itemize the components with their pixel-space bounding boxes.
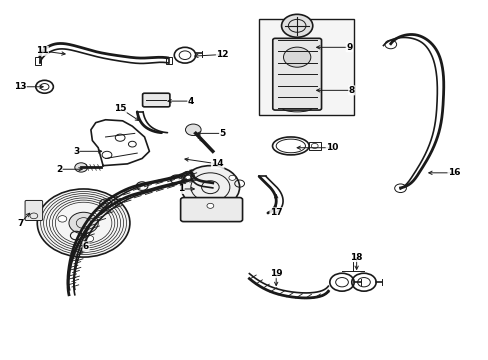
Circle shape bbox=[69, 212, 98, 234]
Circle shape bbox=[181, 166, 239, 209]
Text: 19: 19 bbox=[269, 269, 282, 278]
Text: 1: 1 bbox=[178, 184, 184, 193]
Circle shape bbox=[281, 14, 312, 37]
Circle shape bbox=[37, 189, 130, 257]
Bar bbox=[308, 142, 321, 149]
Text: 14: 14 bbox=[211, 159, 224, 168]
Circle shape bbox=[228, 175, 235, 180]
Text: 17: 17 bbox=[269, 208, 282, 217]
Circle shape bbox=[58, 216, 67, 222]
Circle shape bbox=[85, 235, 94, 242]
Bar bbox=[259, 19, 353, 116]
FancyBboxPatch shape bbox=[180, 198, 242, 222]
FancyBboxPatch shape bbox=[142, 93, 169, 107]
Text: 4: 4 bbox=[187, 96, 194, 105]
Text: 8: 8 bbox=[348, 86, 354, 95]
FancyBboxPatch shape bbox=[272, 39, 321, 110]
Circle shape bbox=[95, 208, 103, 215]
Text: 3: 3 bbox=[73, 147, 79, 156]
Text: 16: 16 bbox=[447, 168, 460, 177]
Text: 9: 9 bbox=[346, 43, 352, 52]
Text: 10: 10 bbox=[325, 143, 338, 152]
Text: 2: 2 bbox=[56, 165, 62, 174]
Circle shape bbox=[206, 203, 213, 208]
Circle shape bbox=[75, 163, 87, 172]
Text: 5: 5 bbox=[219, 129, 225, 138]
Circle shape bbox=[184, 175, 191, 180]
Text: 7: 7 bbox=[17, 219, 23, 228]
Text: 6: 6 bbox=[83, 242, 89, 251]
FancyBboxPatch shape bbox=[25, 201, 42, 221]
Circle shape bbox=[185, 124, 201, 135]
Text: 12: 12 bbox=[216, 50, 228, 59]
Bar bbox=[166, 57, 172, 64]
Bar bbox=[35, 57, 41, 64]
Text: 11: 11 bbox=[36, 46, 48, 55]
Text: 15: 15 bbox=[114, 104, 126, 113]
Circle shape bbox=[283, 47, 310, 67]
Text: 18: 18 bbox=[350, 253, 362, 262]
Text: 13: 13 bbox=[14, 82, 26, 91]
